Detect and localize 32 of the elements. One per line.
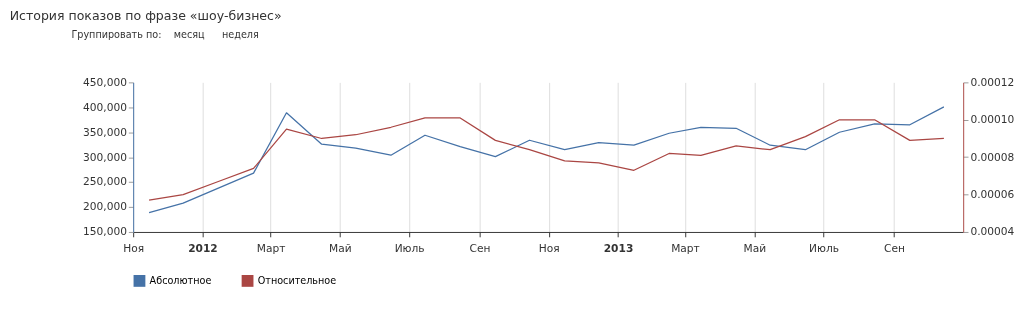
legend-label: Абсолютное: [149, 274, 212, 286]
y2-tick-label: 0.00010: [970, 113, 1015, 127]
x-tick-label: Март: [671, 241, 700, 255]
text: Группировать по:: [71, 28, 162, 40]
x-tick-label: Июль: [809, 241, 839, 255]
y-tick-label: 250,000: [83, 175, 128, 189]
x-tick-label: Ноя: [538, 241, 560, 255]
legend-label: Относительное: [257, 274, 337, 286]
y2-tick-label: 0.00012: [970, 75, 1015, 89]
x-tick-label: 2012: [188, 241, 218, 255]
x-tick-label: Май: [743, 241, 767, 255]
y-tick-label: 450,000: [83, 75, 128, 89]
x-tick-label: Май: [329, 241, 352, 255]
x-tick-label: 2013: [603, 241, 634, 255]
y2-tick-label: 0.00004: [970, 225, 1015, 239]
y-tick-label: 150,000: [83, 225, 128, 239]
x-tick-label: Сен: [883, 241, 905, 255]
x-tick-label: Март: [256, 241, 286, 255]
y-tick-label: 350,000: [83, 125, 128, 139]
y-tick-label: 300,000: [83, 150, 128, 164]
y2-tick-label: 0.00008: [970, 150, 1015, 164]
x-tick-label: Сен: [469, 241, 491, 255]
y-tick-label: 200,000: [83, 200, 128, 214]
y-tick-label: 400,000: [83, 100, 128, 114]
chart-title: История показов по фразе «шоу-бизнес»: [9, 7, 282, 23]
text: неделя: [221, 28, 259, 40]
line-series: [148, 106, 945, 214]
text: месяц: [173, 28, 206, 40]
x-tick-label: Ноя: [123, 241, 145, 255]
x-tick-label: Июль: [394, 241, 425, 255]
y2-tick-label: 0.00006: [970, 187, 1015, 201]
line-series: [148, 117, 945, 201]
